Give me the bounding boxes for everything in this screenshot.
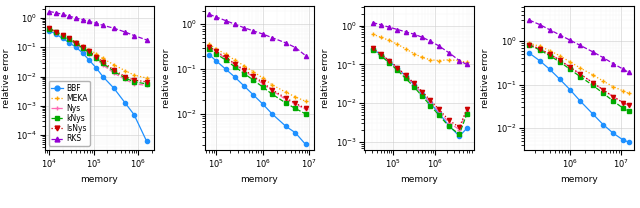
- X-axis label: memory: memory: [400, 175, 438, 184]
- Y-axis label: relative error: relative error: [162, 48, 171, 108]
- X-axis label: memory: memory: [81, 175, 118, 184]
- X-axis label: memory: memory: [241, 175, 278, 184]
- Legend: BBF, MEKA, Nys, kNys, lsNys, RKS: BBF, MEKA, Nys, kNys, lsNys, RKS: [49, 81, 90, 146]
- Y-axis label: relative error: relative error: [481, 48, 490, 108]
- X-axis label: memory: memory: [560, 175, 598, 184]
- Y-axis label: relative error: relative error: [321, 48, 330, 108]
- Y-axis label: relative error: relative error: [1, 48, 10, 108]
